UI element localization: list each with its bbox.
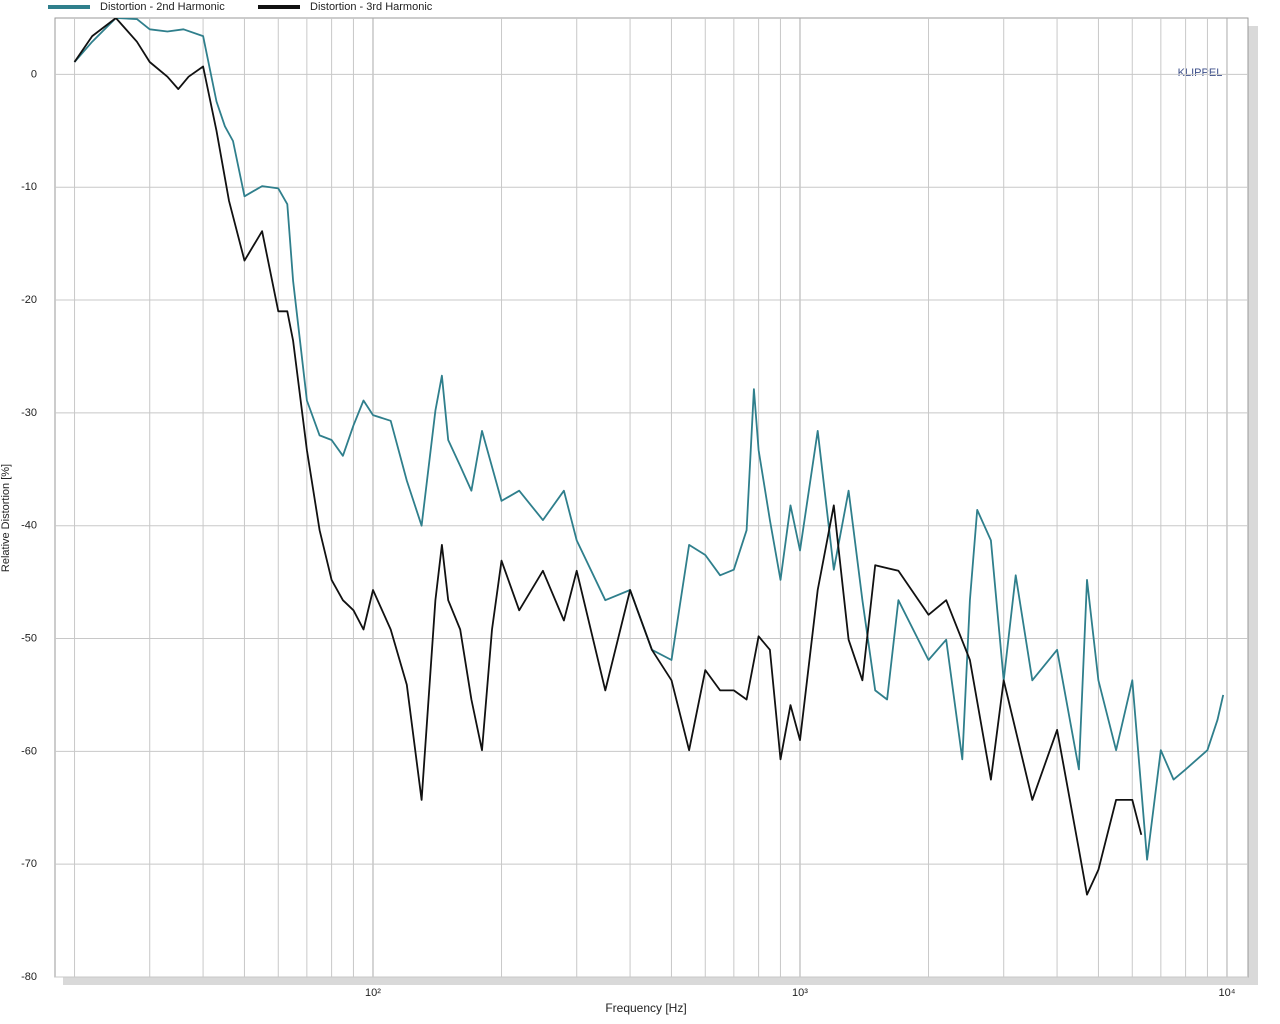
x-tick-label: 10³	[792, 987, 808, 999]
legend-label: Distortion - 2nd Harmonic	[100, 1, 225, 13]
legend-label: Distortion - 3rd Harmonic	[310, 1, 433, 13]
y-tick-label: -40	[21, 520, 37, 532]
y-tick-label: -70	[21, 858, 37, 870]
y-tick-label: -50	[21, 632, 37, 644]
annotation: KLIPPEL	[1178, 67, 1223, 79]
series-line	[73, 18, 1143, 896]
frame-shadow	[63, 977, 1258, 985]
frame-shadow	[1248, 26, 1258, 985]
x-tick-label: 10²	[365, 987, 381, 999]
y-tick-label: -10	[21, 181, 37, 193]
y-tick-label: -60	[21, 745, 37, 757]
y-tick-label: 0	[31, 68, 37, 80]
y-tick-label: -20	[21, 294, 37, 306]
x-tick-label: 10⁴	[1218, 987, 1235, 999]
y-tick-label: -30	[21, 407, 37, 419]
y-tick-label: -80	[21, 971, 37, 983]
y-axis-label: Relative Distortion [%]	[0, 464, 12, 572]
plot-area	[54, 17, 1249, 978]
series-line	[73, 18, 1225, 861]
x-axis-label: Frequency [Hz]	[605, 1001, 686, 1015]
